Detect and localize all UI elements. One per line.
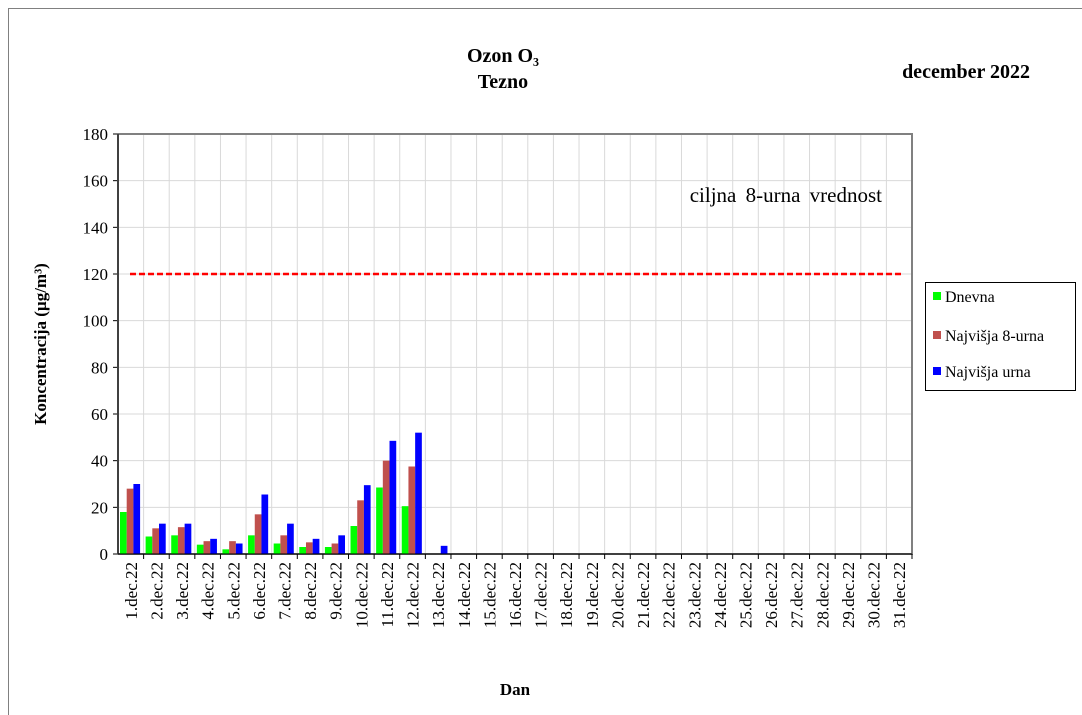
- bar: [145, 536, 153, 554]
- y-tick-label: 20: [91, 498, 108, 517]
- bar: [324, 547, 332, 554]
- bar: [196, 544, 204, 554]
- x-tick-label: 17.dec.22: [532, 562, 551, 628]
- chart-subtitle: Tezno: [478, 71, 528, 93]
- x-tick-label: 5.dec.22: [224, 562, 243, 620]
- x-tick-label: 22.dec.22: [660, 562, 679, 628]
- bar: [248, 535, 255, 554]
- x-tick-label: 30.dec.22: [865, 562, 884, 628]
- x-tick-label: 27.dec.22: [788, 562, 807, 628]
- x-tick-label: 21.dec.22: [634, 562, 653, 628]
- x-tick-label: 26.dec.22: [762, 562, 781, 628]
- x-tick-label: 8.dec.22: [301, 562, 320, 620]
- x-tick-label: 2.dec.22: [147, 562, 166, 620]
- x-tick-label: 6.dec.22: [250, 562, 269, 620]
- bar: [152, 528, 160, 554]
- bar: [357, 500, 364, 554]
- bar: [171, 535, 178, 554]
- y-tick-label: 80: [91, 358, 108, 377]
- x-tick-label: 3.dec.22: [173, 562, 192, 620]
- bar: [299, 547, 306, 554]
- x-tick-label: 20.dec.22: [608, 562, 627, 628]
- chart-title: Ozon O₃: [467, 45, 539, 67]
- x-tick-label: 12.dec.22: [404, 562, 423, 628]
- x-tick-label: 31.dec.22: [890, 562, 909, 628]
- x-tick-label: 16.dec.22: [506, 562, 525, 628]
- bar: [184, 523, 192, 554]
- x-tick-label: 1.dec.22: [122, 562, 141, 620]
- x-tick-label: 29.dec.22: [839, 562, 858, 628]
- bar: [305, 542, 313, 554]
- bar: [229, 541, 236, 554]
- legend-swatch: [933, 292, 941, 300]
- bar: [401, 506, 409, 554]
- legend-swatch: [933, 331, 941, 339]
- y-axis-label: Koncentracija (µg/m³): [31, 263, 50, 425]
- plot-area: [118, 134, 912, 554]
- bar: [177, 527, 185, 554]
- y-tick-label: 180: [83, 125, 109, 144]
- bar: [350, 526, 358, 554]
- x-tick-label: 23.dec.22: [685, 562, 704, 628]
- y-tick-label: 120: [83, 265, 109, 284]
- x-tick-label: 15.dec.22: [480, 562, 499, 628]
- y-tick-label: 160: [83, 172, 109, 191]
- bar: [408, 466, 416, 554]
- y-tick-label: 140: [83, 218, 109, 237]
- bar: [331, 543, 339, 554]
- bar: [261, 494, 269, 554]
- period-label: december 2022: [902, 61, 1030, 83]
- x-axis-label: Dan: [500, 680, 531, 699]
- x-tick-label: 25.dec.22: [737, 562, 756, 628]
- x-tick-label: 9.dec.22: [327, 562, 346, 620]
- bar: [222, 549, 230, 554]
- reference-label: ciljna 8-urna vrednost: [690, 183, 882, 207]
- x-tick-label: 24.dec.22: [711, 562, 730, 628]
- legend-label: Najvišja urna: [945, 364, 1031, 381]
- bar: [120, 512, 127, 554]
- legend-swatch: [933, 367, 941, 375]
- bar: [159, 523, 166, 554]
- legend-box: [925, 282, 1076, 391]
- x-tick-label: 14.dec.22: [455, 562, 474, 628]
- legend-label: Dnevna: [945, 289, 995, 306]
- bar: [254, 514, 262, 554]
- legend-label: Najvišja 8-urna: [945, 328, 1044, 345]
- bar: [376, 487, 383, 554]
- x-tick-label: 7.dec.22: [275, 562, 294, 620]
- x-tick-label: 11.dec.22: [378, 562, 397, 627]
- bar: [287, 523, 294, 554]
- bar: [203, 541, 211, 554]
- bar: [382, 460, 390, 554]
- bar: [280, 535, 288, 554]
- bar: [273, 543, 281, 554]
- x-tick-label: 28.dec.22: [813, 562, 832, 628]
- bar: [235, 543, 243, 554]
- bar: [210, 538, 217, 554]
- x-tick-label: 13.dec.22: [429, 562, 448, 628]
- y-tick-label: 0: [100, 545, 109, 564]
- x-tick-label: 4.dec.22: [199, 562, 218, 620]
- y-tick-label: 100: [83, 312, 109, 331]
- bar: [133, 484, 141, 554]
- bar: [312, 538, 320, 554]
- bar: [126, 488, 134, 554]
- x-tick-label: 10.dec.22: [352, 562, 371, 628]
- x-tick-label: 18.dec.22: [557, 562, 576, 628]
- bar: [415, 432, 422, 554]
- bar: [440, 545, 448, 554]
- x-tick-label: 19.dec.22: [583, 562, 602, 628]
- y-tick-label: 60: [91, 405, 108, 424]
- bar: [338, 535, 346, 554]
- bar: [389, 440, 397, 554]
- bar: [363, 485, 371, 554]
- y-tick-label: 40: [91, 452, 108, 471]
